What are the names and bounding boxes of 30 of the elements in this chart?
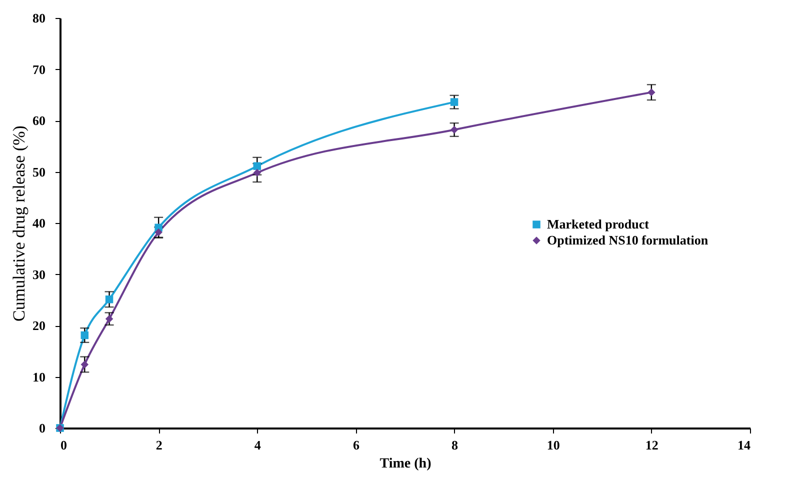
point [80,331,89,340]
point [105,295,114,304]
y-tick-label: 0 [39,420,46,436]
x-tick-label: 0 [60,438,67,452]
x-axis-title: Time (h) [380,456,432,472]
y-tick-label: 30 [32,266,46,282]
point [648,88,656,96]
y-tick-label: 20 [32,318,46,333]
x-tick-label: 12 [645,438,658,452]
legend-label: Marketed product [547,216,650,232]
point [253,168,262,177]
x-tick-label: 2 [156,438,162,452]
x-tick-label: 4 [254,438,262,452]
point [105,314,114,323]
y-axis-title: Cumulative drug release (%) [10,126,28,322]
x-tick-label: 14 [738,438,751,452]
x-tick-label: 6 [352,438,360,452]
point [450,98,458,106]
x-tick-label: 10 [546,438,560,452]
point [80,360,89,368]
point [253,162,262,170]
y-tick-label: 60 [32,113,46,128]
y-tick-label: 40 [32,216,46,230]
y-tick-label: 80 [32,10,46,26]
y-tick-label: 70 [32,62,46,77]
y-tick-label: 50 [32,164,46,180]
x-tick-label: 8 [452,438,459,452]
y-tick-label: 10 [32,369,46,384]
legend-label: Optimized NS10 formulation [547,232,709,248]
point [450,126,458,134]
